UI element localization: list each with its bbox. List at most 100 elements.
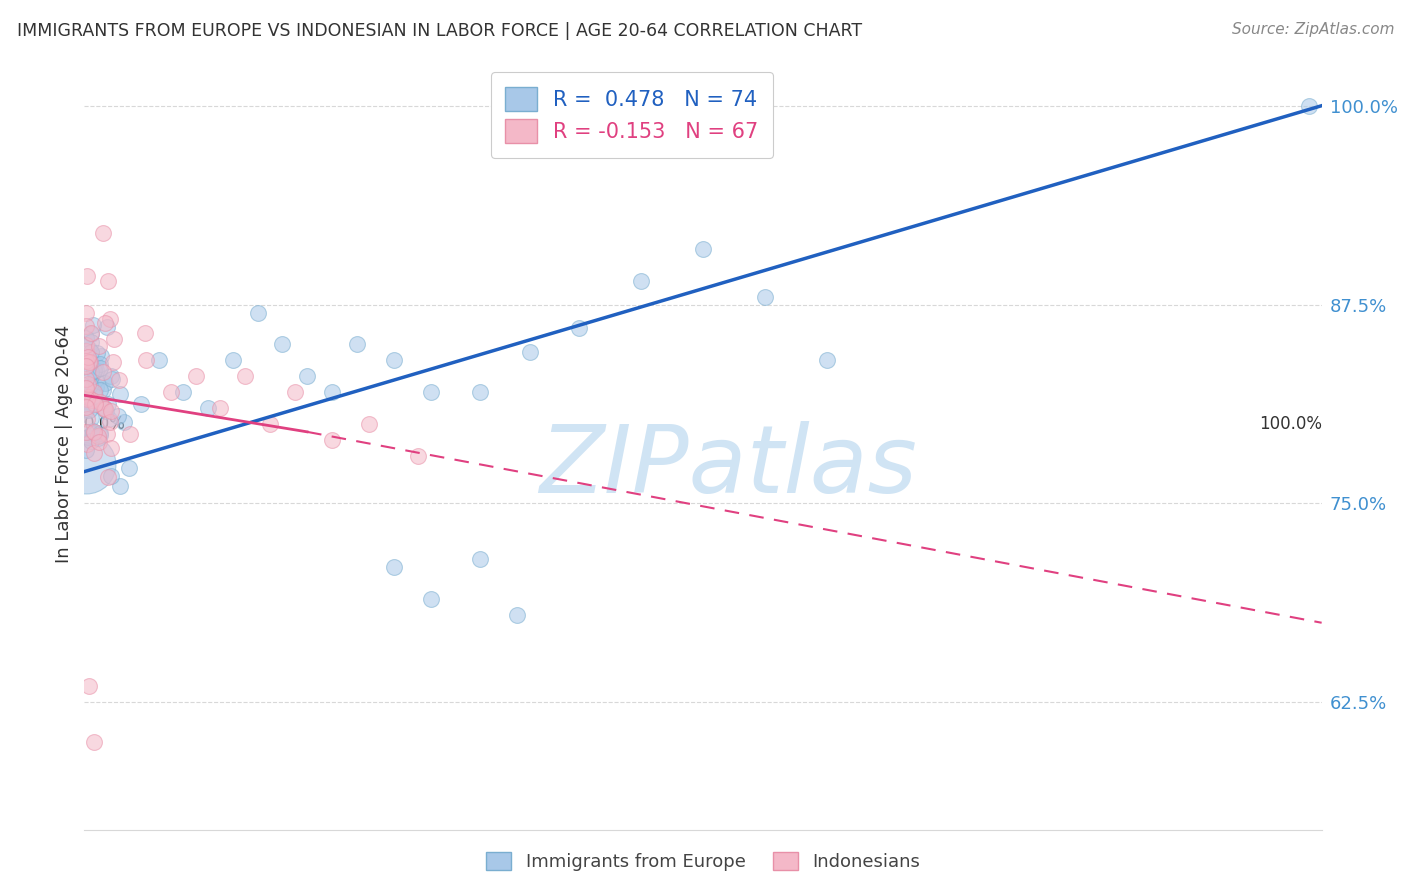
Point <box>101 372 124 386</box>
Point <box>97 397 120 411</box>
Point <box>89 360 111 375</box>
Point <box>77 390 100 404</box>
Point <box>82 379 104 393</box>
Point <box>90 399 112 413</box>
Point <box>75 344 97 359</box>
Point <box>94 402 117 417</box>
Point <box>519 345 541 359</box>
Point <box>87 428 110 442</box>
Point <box>77 361 100 376</box>
Point <box>419 385 441 400</box>
Point <box>382 560 405 574</box>
Point <box>97 412 120 426</box>
Point <box>89 427 111 442</box>
Point <box>94 316 117 330</box>
Point <box>100 441 122 455</box>
Point <box>89 383 111 397</box>
Point <box>93 383 115 397</box>
Legend: Immigrants from Europe, Indonesians: Immigrants from Europe, Indonesians <box>478 845 928 879</box>
Point <box>419 591 441 606</box>
Point <box>83 363 105 377</box>
Point <box>321 433 343 447</box>
Point <box>98 312 121 326</box>
Point <box>84 380 107 394</box>
Point <box>815 353 838 368</box>
Point <box>83 446 105 460</box>
Point <box>80 344 103 359</box>
Point <box>209 401 232 415</box>
Point <box>77 376 100 391</box>
Point <box>97 470 120 484</box>
Point <box>87 435 110 450</box>
Point <box>86 346 108 360</box>
Text: ZIPatlas: ZIPatlas <box>538 421 917 512</box>
Point <box>77 430 100 444</box>
Point <box>76 398 98 412</box>
Point <box>346 337 368 351</box>
Point <box>692 242 714 256</box>
Point <box>80 392 103 407</box>
Point <box>134 326 156 340</box>
Point <box>108 479 131 493</box>
Point <box>79 679 101 693</box>
Point <box>259 417 281 431</box>
Point <box>271 337 294 351</box>
Point <box>83 388 105 402</box>
Point <box>100 468 122 483</box>
Point <box>100 403 122 417</box>
Point <box>246 305 269 319</box>
Point <box>76 331 98 345</box>
Point <box>76 351 98 365</box>
Point <box>93 401 115 416</box>
Point <box>382 353 405 368</box>
Point <box>84 373 107 387</box>
Point <box>568 321 591 335</box>
Point <box>84 363 107 377</box>
Point <box>284 385 307 400</box>
Point <box>96 427 118 442</box>
Point <box>75 372 97 386</box>
Point <box>135 353 157 368</box>
Point <box>76 412 98 426</box>
Point <box>83 425 105 439</box>
Point <box>83 357 105 371</box>
Point <box>75 377 97 392</box>
Point <box>506 607 529 622</box>
Legend: R =  0.478   N = 74, R = -0.153   N = 67: R = 0.478 N = 74, R = -0.153 N = 67 <box>491 72 773 158</box>
Point <box>75 394 97 409</box>
Point <box>108 386 131 401</box>
Point <box>77 402 100 417</box>
Point <box>75 318 97 333</box>
Y-axis label: In Labor Force | Age 20-64: In Labor Force | Age 20-64 <box>55 325 73 563</box>
Point <box>470 385 492 400</box>
Point <box>75 457 97 471</box>
Point <box>80 365 103 379</box>
Point <box>129 397 152 411</box>
Point <box>96 320 118 334</box>
Point <box>76 269 98 284</box>
Point <box>1298 99 1320 113</box>
Point <box>103 332 125 346</box>
Point <box>408 449 430 463</box>
Point <box>91 226 114 240</box>
Point <box>295 369 318 384</box>
Point <box>91 365 114 379</box>
Point <box>101 355 124 369</box>
Point <box>112 415 135 429</box>
Point <box>89 426 111 441</box>
Point <box>80 326 103 340</box>
Text: 0.0%: 0.0% <box>84 415 127 434</box>
Point <box>75 305 97 319</box>
Point <box>75 354 97 368</box>
Point <box>118 461 141 475</box>
Point <box>630 274 652 288</box>
Point <box>84 396 107 410</box>
Point <box>75 381 97 395</box>
Point <box>80 326 103 341</box>
Point <box>79 425 101 439</box>
Point <box>80 434 103 448</box>
Point <box>83 389 105 403</box>
Point <box>82 425 104 440</box>
Point <box>160 385 183 400</box>
Point <box>82 424 104 438</box>
